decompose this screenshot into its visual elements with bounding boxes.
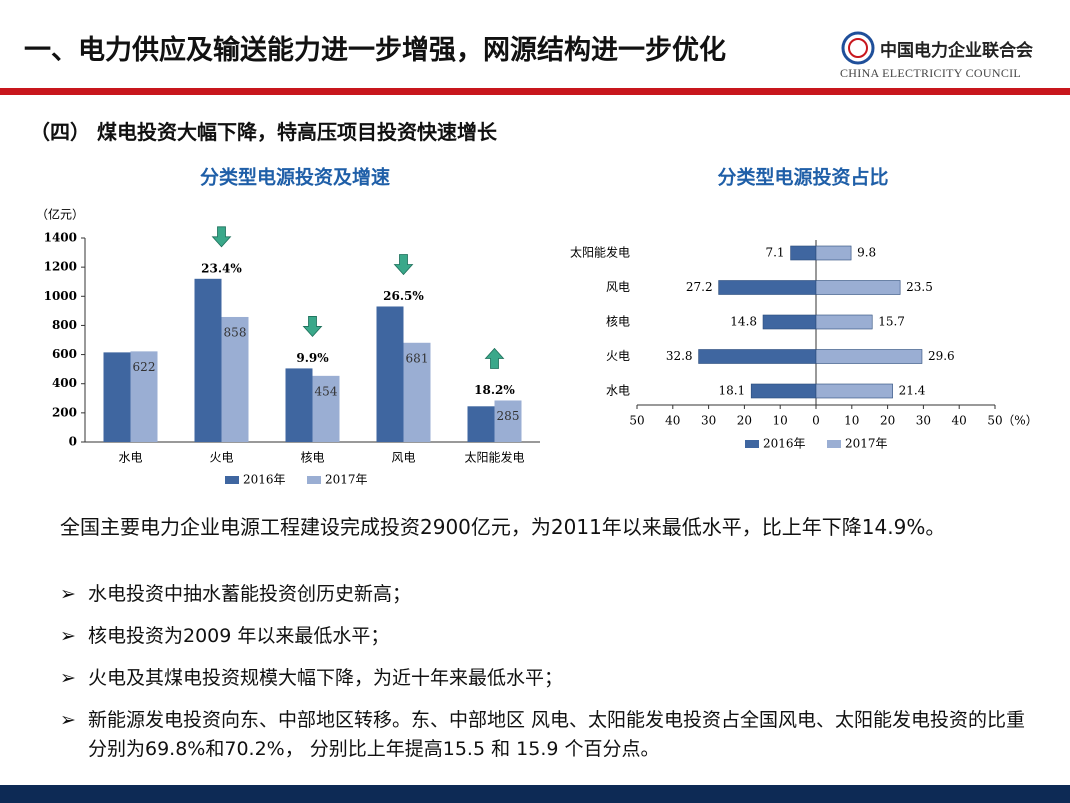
bar	[762, 314, 817, 330]
growth-label: 18.2%	[474, 383, 515, 397]
y-tick-label: 太阳能发电	[570, 245, 630, 260]
logo	[841, 31, 875, 65]
bar	[467, 406, 495, 442]
x-unit: （%）	[1002, 414, 1037, 428]
y-tick-label: 核电	[606, 315, 630, 329]
section-title: （四） 煤电投资大幅下降，特高压项目投资快速增长	[30, 120, 497, 144]
growth-label: 9.9%	[296, 351, 329, 365]
legend-swatch	[225, 476, 239, 484]
value-label: 622	[133, 360, 156, 374]
y-tick-label: 1000	[44, 289, 77, 303]
value-label: 27.2	[686, 280, 713, 294]
bar	[815, 383, 893, 399]
bullet: 新能源发电投资向东、中部地区转移。东、中部地区 风电、太阳能发电投资占全国风电、…	[60, 706, 1030, 764]
x-tick-label: 水电	[118, 451, 142, 465]
bar	[815, 314, 873, 330]
x-tick-label: 20	[737, 414, 752, 428]
org-name-en: CHINA ELECTRICITY COUNCIL	[840, 66, 1022, 80]
value-label: 858	[224, 325, 247, 339]
y-tick-label: 水电	[606, 384, 630, 398]
x-tick-label: 20	[880, 414, 895, 428]
x-tick-label: 10	[844, 414, 859, 428]
x-tick-label: 50	[987, 414, 1002, 428]
x-tick-label: 50	[629, 414, 644, 428]
legend-label: 2017年	[325, 473, 368, 487]
bar	[815, 245, 852, 261]
x-tick-label: 40	[952, 414, 967, 428]
bullet: 水电投资中抽水蓄能投资创历史新高；	[60, 580, 1030, 609]
value-label: 15.7	[878, 315, 905, 329]
y-tick-label: 200	[52, 405, 77, 419]
x-tick-label: 30	[701, 414, 716, 428]
y-tick-label: 1400	[44, 231, 77, 245]
bar	[130, 351, 158, 442]
growth-label: 23.4%	[201, 261, 242, 275]
growth-label: 26.5%	[383, 289, 424, 303]
value-label: 29.6	[928, 349, 955, 363]
x-tick-label: 30	[916, 414, 931, 428]
x-tick-label: 风电	[391, 451, 415, 465]
chart-title: 分类型电源投资及增速	[200, 166, 390, 189]
x-tick-label: 核电	[300, 451, 324, 465]
value-label: 14.8	[730, 315, 757, 329]
header-rule	[0, 88, 1070, 95]
y-tick-label: 0	[69, 435, 77, 449]
bar	[312, 375, 340, 442]
bar	[815, 349, 923, 364]
org-name: 中国电力企业联合会	[880, 41, 1033, 61]
legend-swatch	[307, 476, 321, 484]
bar	[750, 383, 817, 399]
x-tick-label: 10	[773, 414, 788, 428]
y-tick-label: 风电	[606, 280, 630, 294]
x-tick-label: 0	[812, 414, 820, 428]
value-label: 285	[497, 409, 520, 423]
bullet-list: 水电投资中抽水蓄能投资创历史新高； 核电投资为2009 年以来最低水平； 火电及其煤…	[60, 580, 1030, 777]
footer-bar	[0, 785, 1070, 803]
value-label: 32.8	[666, 349, 693, 363]
bullet: 火电及其煤电投资规模大幅下降，为近十年来最低水平；	[60, 664, 1030, 693]
header-title: 一、电力供应及输送能力进一步增强，网源结构进一步优化	[24, 35, 726, 66]
bar	[103, 352, 131, 442]
bar	[494, 400, 522, 442]
legend-label: 2016年	[763, 437, 806, 451]
value-label: 23.5	[906, 280, 933, 294]
bar	[718, 280, 817, 295]
x-tick-label: 太阳能发电	[464, 450, 524, 465]
bar	[698, 349, 817, 364]
x-tick-label: 火电	[209, 451, 233, 465]
value-label: 9.8	[857, 246, 876, 260]
bar	[790, 245, 817, 261]
charts: 分类型电源投资及增速（亿元）0200400600800100012001400水…	[36, 166, 1038, 487]
bar	[285, 368, 313, 442]
trend-arrow	[302, 316, 323, 338]
legend-label: 2016年	[243, 473, 286, 487]
x-tick-label: 40	[665, 414, 680, 428]
value-label: 18.1	[718, 384, 745, 398]
bar	[376, 306, 404, 442]
summary: 全国主要电力企业电源工程建设完成投资2900亿元，为2011年以来最低水平，比上…	[60, 515, 946, 539]
legend-swatch	[827, 440, 841, 448]
legend-label: 2017年	[845, 437, 888, 451]
value-label: 7.1	[765, 246, 784, 260]
value-label: 454	[315, 384, 338, 398]
bar	[194, 278, 222, 442]
trend-arrow	[393, 254, 414, 276]
value-label: 681	[406, 351, 429, 365]
value-label: 21.4	[899, 384, 926, 398]
y-axis-label: （亿元）	[36, 207, 84, 222]
chart-title: 分类型电源投资占比	[717, 166, 888, 189]
bar	[815, 280, 901, 295]
legend-swatch	[745, 440, 759, 448]
y-tick-label: 600	[52, 347, 77, 361]
trend-arrow	[484, 347, 505, 369]
bullet: 核电投资为2009 年以来最低水平；	[60, 622, 1030, 651]
y-tick-label: 400	[52, 376, 77, 390]
y-tick-label: 1200	[44, 260, 77, 274]
bar	[403, 342, 431, 442]
trend-arrow	[211, 226, 232, 248]
bar	[221, 316, 249, 442]
y-tick-label: 800	[52, 318, 77, 332]
y-tick-label: 火电	[606, 349, 630, 363]
